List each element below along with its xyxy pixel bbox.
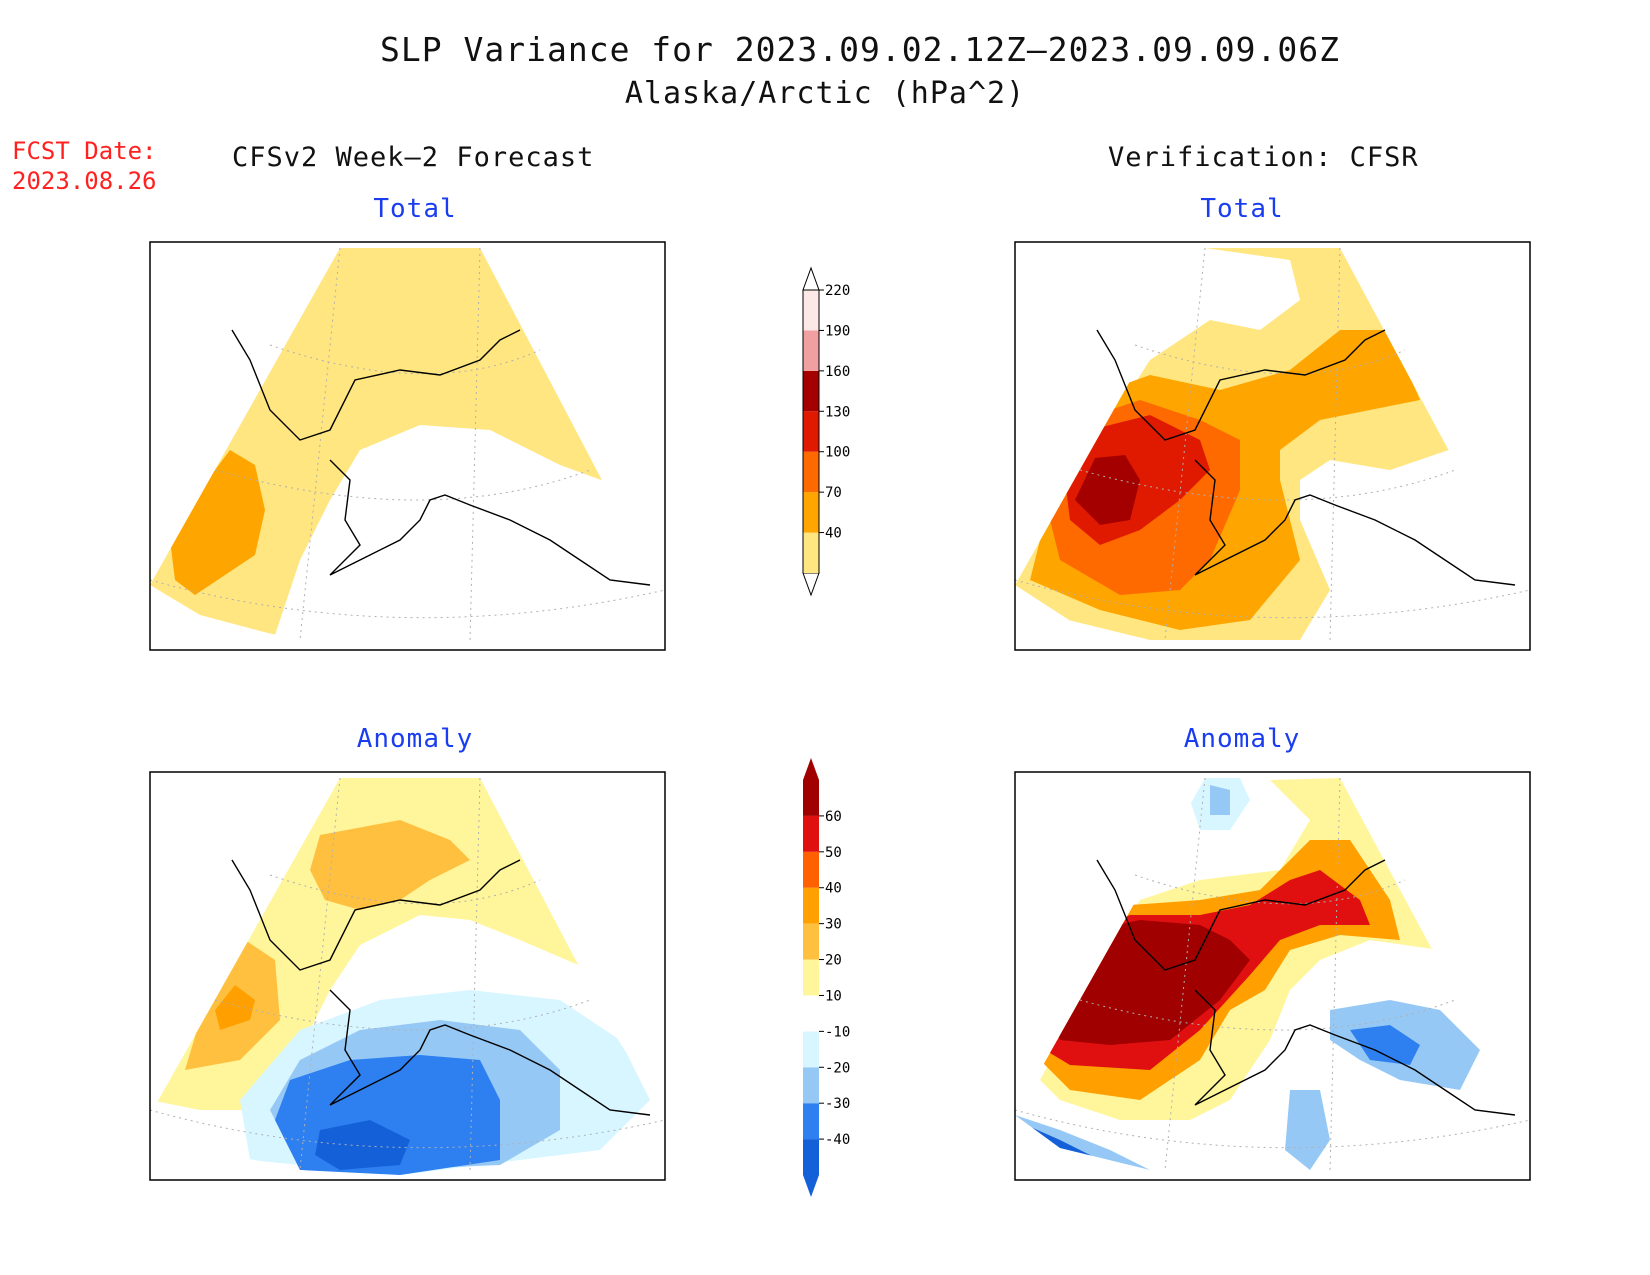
- anomaly-colorbar-swatch: [803, 1067, 819, 1104]
- anomaly-colorbar-swatch: [803, 815, 819, 852]
- total-colorbar-swatch: [803, 492, 819, 533]
- anomaly-colorbar-swatch: [803, 1031, 819, 1068]
- verification-anomaly-coastline: [1096, 859, 1516, 1116]
- verification-total-fills: [1015, 248, 1478, 640]
- fcst-date-value: 2023.08.26: [12, 167, 157, 195]
- verification-anomaly-map: [1014, 771, 1531, 1181]
- anomaly-colorbar-swatch: [803, 780, 819, 816]
- total-colorbar-swatch: [803, 411, 819, 452]
- anomaly-colorbar-tick-label: 20: [825, 953, 842, 969]
- total-colorbar-swatch: [803, 330, 819, 371]
- forecast-anomaly-frame: [149, 771, 666, 1181]
- verification-total-label: Total: [1200, 194, 1284, 224]
- verification-anomaly-frame: [1014, 771, 1531, 1181]
- anomaly-colorbar-tick-label: -10: [825, 1024, 850, 1040]
- anomaly-colorbar-tick-label: 50: [825, 845, 842, 861]
- anomaly-colorbar-swatch: [803, 1139, 819, 1175]
- forecast-anomaly-coastline: [231, 859, 651, 1116]
- forecast-anomaly-label: Anomaly: [356, 724, 474, 754]
- anomaly-colorbar-swatch: [803, 1103, 819, 1140]
- anomaly-colorbar-top-triangle: [803, 758, 819, 780]
- anomaly-colorbar-tick-label: 40: [825, 881, 842, 897]
- total-colorbar-bottom-triangle: [802, 572, 820, 597]
- anomaly-colorbar-swatch: [803, 923, 819, 960]
- verification-anomaly-graticule: [1014, 777, 1531, 1171]
- verification-column-heading: Verification: CFSR: [1108, 142, 1419, 173]
- forecast-anomaly-graticule: [149, 777, 666, 1171]
- total-colorbar-tick-label: 70: [825, 485, 842, 501]
- anomaly-colorbar-tick-label: -20: [825, 1060, 850, 1076]
- fcst-date-label: FCST Date:: [12, 137, 157, 165]
- verification-anomaly-label: Anomaly: [1183, 724, 1301, 754]
- total-colorbar-tick-label: 40: [825, 526, 842, 542]
- verification-anomaly-fills: [1015, 778, 1480, 1170]
- forecast-anomaly-map: [149, 771, 666, 1181]
- anomaly-colorbar-bottom-triangle: [803, 1175, 819, 1197]
- total-colorbar-swatch: [803, 370, 819, 412]
- forecast-total-frame: [149, 241, 666, 651]
- forecast-total-map: [149, 241, 666, 651]
- total-colorbar: 40 70 100 130 160 190 220: [802, 266, 850, 597]
- figure-subtitle: Alaska/Arctic (hPa^2): [624, 76, 1026, 111]
- anomaly-colorbar-swatch: [803, 995, 819, 1032]
- verification-total-graticule: [1014, 247, 1531, 641]
- forecast-anomaly-fills: [150, 778, 650, 1175]
- forecast-column-heading: CFSv2 Week–2 Forecast: [232, 142, 595, 173]
- forecast-total-coastline: [231, 329, 651, 586]
- forecast-total-label: Total: [373, 194, 457, 224]
- anomaly-colorbar-tick-label: 10: [825, 988, 842, 1004]
- anomaly-colorbar-swatch: [803, 851, 819, 888]
- total-colorbar-top-triangle: [802, 266, 820, 291]
- total-colorbar-tick-label: 100: [825, 445, 850, 461]
- total-colorbar-swatch: [803, 532, 819, 573]
- verification-total-map: [1014, 241, 1531, 651]
- anomaly-colorbar-tick-label: -40: [825, 1132, 850, 1148]
- figure-title: SLP Variance for 2023.09.02.12Z–2023.09.…: [380, 30, 1340, 69]
- fcst-date: FCST Date: 2023.08.26: [12, 136, 157, 196]
- anomaly-colorbar-tick-label: 30: [825, 917, 842, 933]
- total-colorbar-swatch: [803, 451, 819, 493]
- anomaly-colorbar-tick-label: 60: [825, 809, 842, 825]
- forecast-total-graticule: [149, 247, 666, 641]
- verification-total-coastline: [1096, 329, 1516, 586]
- total-colorbar-tick-label: 220: [825, 283, 850, 299]
- total-colorbar-tick-label: 130: [825, 404, 850, 420]
- anomaly-colorbar-swatch: [803, 959, 819, 996]
- total-colorbar-tick-label: 160: [825, 364, 850, 380]
- anomaly-colorbar-tick-label: -30: [825, 1096, 850, 1112]
- total-colorbar-tick-label: 190: [825, 323, 850, 339]
- anomaly-colorbar-swatch: [803, 887, 819, 924]
- verification-total-frame: [1014, 241, 1531, 651]
- forecast-total-fills: [150, 248, 615, 635]
- anomaly-colorbar: -40 -30 -20 -10 10 20 30 40 50 60: [803, 758, 850, 1197]
- total-colorbar-swatch: [803, 290, 819, 331]
